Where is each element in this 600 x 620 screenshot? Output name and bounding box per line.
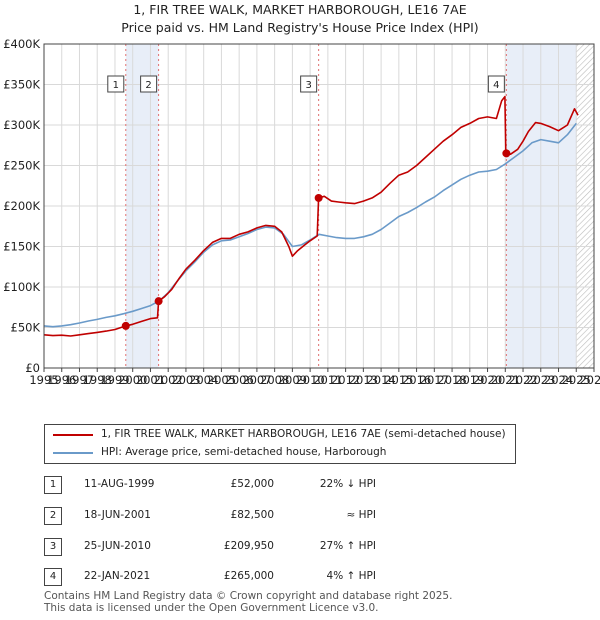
- x-tick-label: 2007: [242, 373, 271, 387]
- sale-point: [502, 149, 511, 158]
- transaction-number: 1: [44, 476, 62, 494]
- x-tick-label: 2026: [579, 373, 600, 387]
- y-tick-label: £150K: [3, 240, 40, 254]
- legend-label-hpi: HPI: Average price, semi-detached house,…: [101, 446, 387, 458]
- transaction-date: 25-JUN-2010: [84, 540, 151, 552]
- y-tick-label: £0: [25, 361, 40, 375]
- x-tick-label: 2006: [225, 373, 254, 387]
- chart-legend: 1, FIR TREE WALK, MARKET HARBOROUGH, LE1…: [44, 424, 516, 464]
- sale-marker-box: [107, 75, 125, 93]
- x-tick-label: 2011: [313, 373, 342, 387]
- sale-marker-label: 4: [493, 80, 499, 91]
- x-tick-label: 2001: [136, 373, 165, 387]
- y-tick-label: £50K: [11, 321, 41, 335]
- y-tick-label: £350K: [3, 78, 40, 92]
- sale-marker-label: 3: [305, 80, 311, 91]
- x-tick-label: 2008: [260, 373, 289, 387]
- transaction-number: 3: [44, 538, 62, 556]
- transaction-hpi-relation: 22% ↓ HPI: [319, 478, 376, 490]
- x-tick-label: 2005: [207, 373, 236, 387]
- legend-swatch-property: [53, 434, 93, 436]
- x-tick-label: 2002: [154, 373, 183, 387]
- y-tick-label: £250K: [3, 159, 40, 173]
- x-tick-label: 2009: [278, 373, 307, 387]
- x-tick-label: 2025: [562, 373, 591, 387]
- transaction-number: 4: [44, 568, 62, 586]
- x-tick-label: 2022: [508, 373, 537, 387]
- transaction-row: 4 22-JAN-2021 £265,000 4% ↑ HPI: [44, 566, 444, 588]
- y-tick-label: £300K: [3, 118, 40, 132]
- transaction-number: 2: [44, 507, 62, 525]
- x-tick-label: 2015: [384, 373, 413, 387]
- footer-copyright: Contains HM Land Registry data © Crown c…: [44, 590, 453, 602]
- x-tick-label: 1999: [100, 373, 129, 387]
- x-tick-label: 2004: [189, 373, 218, 387]
- sale-point: [121, 321, 130, 330]
- transaction-price: £265,000: [223, 570, 274, 582]
- transaction-date: 11-AUG-1999: [84, 478, 155, 490]
- x-tick-label: 2021: [491, 373, 520, 387]
- x-tick-label: 2023: [526, 373, 555, 387]
- sale-marker-label: 1: [113, 80, 119, 91]
- transaction-hpi-relation: ≈ HPI: [346, 509, 376, 521]
- transaction-price: £52,000: [230, 478, 274, 490]
- sale-marker-box: [140, 75, 158, 93]
- transaction-row: 3 25-JUN-2010 £209,950 27% ↑ HPI: [44, 536, 444, 558]
- x-tick-label: 1996: [47, 373, 76, 387]
- legend-label-property: 1, FIR TREE WALK, MARKET HARBOROUGH, LE1…: [101, 428, 506, 440]
- y-tick-label: £400K: [3, 37, 40, 51]
- x-tick-label: 2014: [366, 373, 395, 387]
- y-tick-label: £100K: [3, 280, 40, 294]
- footer-licence: This data is licensed under the Open Gov…: [44, 602, 379, 614]
- x-tick-label: 2012: [331, 373, 360, 387]
- x-tick-label: 1998: [83, 373, 112, 387]
- y-tick-label: £200K: [3, 199, 40, 213]
- sale-point: [314, 193, 323, 202]
- x-tick-label: 2020: [473, 373, 502, 387]
- price-chart: 1 2 3 4 £0 £50K £100K £150K £200K £250K £300K £350K…: [3, 37, 600, 387]
- chart-title: 1, FIR TREE WALK, MARKET HARBOROUGH, LE1…: [133, 2, 467, 17]
- transaction-date: 22-JAN-2021: [84, 570, 151, 582]
- x-tick-label: 2017: [420, 373, 449, 387]
- x-tick-label: 2018: [437, 373, 466, 387]
- transaction-row: 1 11-AUG-1999 £52,000 22% ↓ HPI: [44, 474, 444, 496]
- x-tick-label: 1995: [29, 373, 58, 387]
- sale-point: [154, 297, 163, 306]
- transaction-row: 2 18-JUN-2001 £82,500 ≈ HPI: [44, 505, 444, 527]
- chart-subtitle: Price paid vs. HM Land Registry's House …: [121, 20, 479, 35]
- transaction-hpi-relation: 4% ↑ HPI: [326, 570, 376, 582]
- x-tick-label: 2000: [118, 373, 147, 387]
- sale-marker-box: [300, 75, 318, 93]
- x-tick-label: 1997: [65, 373, 94, 387]
- series-line-property: [43, 95, 579, 337]
- sale-marker-label: 2: [145, 80, 151, 91]
- transaction-date: 18-JUN-2001: [84, 509, 151, 521]
- x-tick-label: 2003: [171, 373, 200, 387]
- plot-frame: [43, 43, 595, 369]
- transaction-price: £209,950: [223, 540, 274, 552]
- x-tick-label: 2016: [402, 373, 431, 387]
- x-tick-label: 2019: [455, 373, 484, 387]
- transaction-hpi-relation: 27% ↑ HPI: [319, 540, 376, 552]
- transaction-price: £82,500: [230, 509, 274, 521]
- legend-swatch-hpi: [53, 452, 93, 454]
- x-tick-label: 2024: [544, 373, 573, 387]
- x-tick-label: 2013: [349, 373, 378, 387]
- sale-marker-box: [487, 75, 505, 93]
- x-tick-label: 2010: [295, 373, 324, 387]
